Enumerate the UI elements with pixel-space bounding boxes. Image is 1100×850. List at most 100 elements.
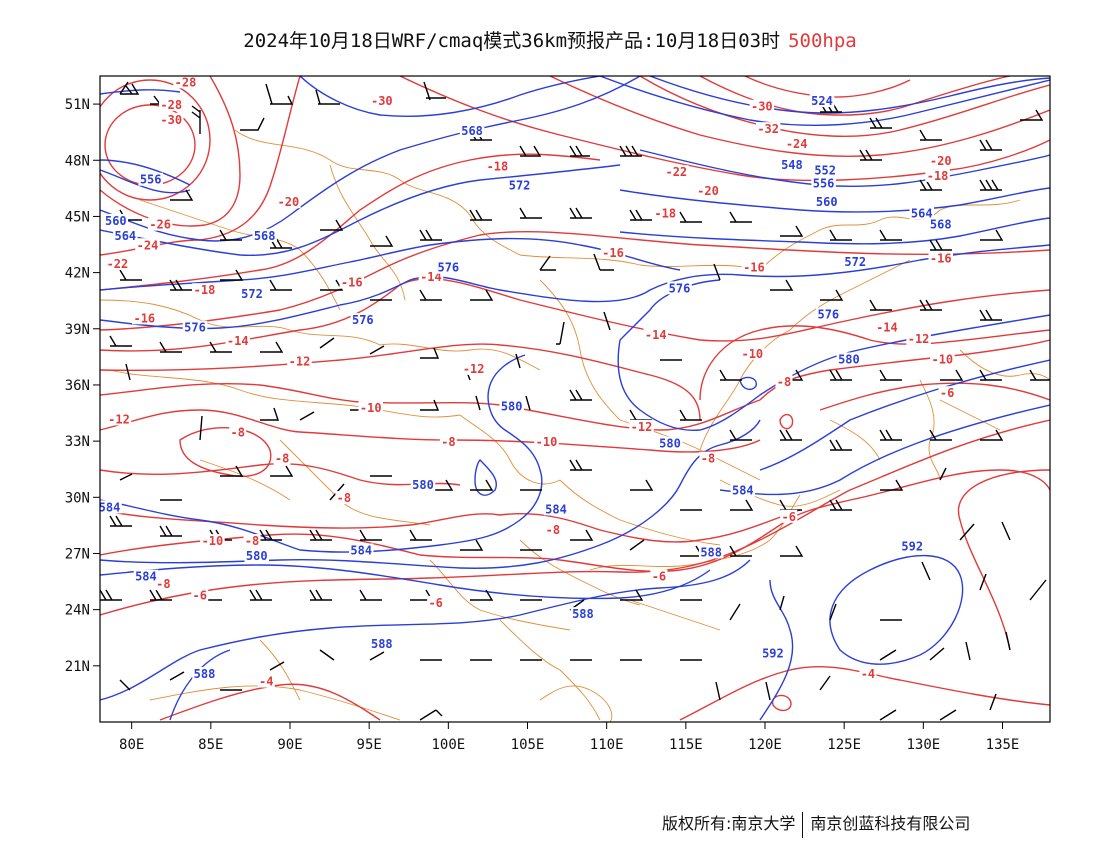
copyright-company: 南京创蓝科技有限公司 (810, 814, 971, 833)
temperature-contour-label-bg (335, 491, 353, 505)
x-tick-label: 135E (986, 737, 1020, 753)
temperature-contour-label: -10 (360, 401, 382, 415)
height-contour-label: 580 (838, 352, 860, 366)
height-contour-label: 588 (194, 667, 216, 681)
height-contour-label: 584 (350, 543, 372, 557)
temperature-contour-label-bg (695, 183, 721, 197)
temperature-contour-label-bg (629, 419, 654, 433)
height-contour-label: 584 (545, 502, 567, 516)
temperature-contour-label-bg (664, 165, 689, 179)
temperature-contour-label-bg (938, 386, 956, 400)
height-contour-label-bg (760, 646, 786, 660)
temperature-contour-label-bg (755, 122, 781, 136)
height-contour-label-bg (809, 94, 835, 108)
temperature-contour-label: -12 (463, 362, 485, 376)
x-axis: 80E 85E 90E 95E 100E 105E 110E 115E 120E 125E 130E… (119, 722, 1019, 753)
height-contour-label-bg (499, 399, 524, 413)
temperature-contour-label-bg (191, 588, 209, 602)
height-contour-label: 576 (184, 321, 206, 335)
temperature-labels: -28-28-30-30-18-20-26-24-22-18-16-16 -14-… (101, 75, 956, 689)
temperature-contour-label: -20 (697, 184, 719, 198)
height-contour-label-bg (100, 500, 122, 514)
height-contour-label-bg (459, 124, 485, 138)
height-contour-label: 560 (105, 214, 127, 228)
height-contour-label: 576 (437, 261, 459, 275)
temperature-contour-label: -6 (652, 570, 666, 584)
height-contour-label-bg (192, 667, 217, 681)
temperature-contour-label: -28 (175, 75, 197, 89)
temperature-contour-label: -8 (546, 523, 560, 537)
temperature-contour-label-bg (784, 137, 809, 151)
temperature-contour-label: -12 (631, 420, 653, 434)
height-contour-label: 548 (781, 158, 803, 172)
x-tick-label: 90E (277, 737, 302, 753)
height-contour-label: 584 (732, 484, 754, 498)
height-contour-label-bg (698, 545, 724, 559)
temperature-contour-label-bg (135, 238, 160, 252)
temperature-contour-label: -6 (193, 588, 207, 602)
x-tick-label: 130E (906, 737, 940, 753)
height-contour-label-bg (900, 539, 925, 553)
temperature-contour-label-bg (544, 522, 562, 536)
temperature-contour-label-bg (874, 320, 900, 334)
temperature-contour-label-bg (192, 283, 217, 297)
height-contour-label-bg (103, 213, 129, 227)
temperature-contour-label: -10 (536, 435, 558, 449)
temperature-contour-label-bg (740, 346, 765, 360)
temperature-contour-label-bg (928, 154, 953, 168)
height-contour-label-bg (543, 502, 569, 516)
title-main: 2024年10月18日WRF/cmaq模式36km预报产品:10月18日03时 (243, 30, 781, 52)
temperature-contour-label: -8 (156, 577, 170, 591)
x-tick-label: 95E (357, 737, 382, 753)
height-contour-label-bg (657, 436, 683, 450)
copyright-footer: 版权所有:南京大学 南京创蓝科技有限公司 (662, 810, 970, 838)
map-plot-area: -28-28-30-30-18-20-26-24-22-18-16-16 -14-… (100, 75, 1050, 722)
temperature-contour-label: -32 (757, 122, 779, 136)
height-contour-label-bg (182, 320, 208, 334)
y-tick-label: 33N (65, 434, 90, 450)
temperature-contour-label: -22 (665, 165, 687, 179)
height-contour-label: 580 (501, 399, 523, 413)
temperature-contour-label-bg (173, 76, 198, 89)
y-tick-label: 36N (65, 378, 90, 394)
temperature-contour-label: -16 (930, 251, 952, 265)
height-contour-label: 556 (140, 173, 162, 187)
height-contour-label-bg (836, 352, 862, 366)
temperature-contour-label: -30 (160, 113, 182, 127)
temperature-contour-label-bg (369, 94, 395, 108)
height-contour-label: 576 (669, 281, 691, 295)
temperature-contour-label: -18 (927, 169, 949, 183)
height-contour-label-bg (811, 176, 836, 190)
height-contour-label: 568 (254, 229, 276, 243)
height-contour-label: 560 (816, 195, 838, 209)
y-axis: 51N 48N 45N 42N 39N 36N 33N 30N 27N 24N 21N (65, 97, 100, 675)
temperature-contour-label-bg (925, 168, 950, 182)
temperature-contour-label: -4 (259, 675, 273, 689)
temperature-contour-label-bg (650, 569, 668, 583)
temperature-contour-label: -14 (645, 328, 667, 342)
height-contour-label-bg (570, 607, 596, 621)
height-contour-label-bg (816, 307, 841, 321)
wind-barbs (100, 81, 1050, 721)
temperature-contour-label: -26 (149, 218, 171, 232)
title-level: 500hpa (788, 30, 857, 52)
temperature-contour-label: -24 (786, 137, 808, 151)
temperature-contour-label-bg (749, 99, 775, 113)
temperature-contour-label: -14 (876, 321, 898, 335)
temperature-contour-label: -12 (908, 332, 930, 346)
height-contour-label: 572 (509, 178, 531, 192)
temperature-contour-label-bg (229, 425, 247, 439)
height-contour-label: 580 (412, 478, 434, 492)
temperature-contour-label-bg (106, 412, 132, 426)
height-contour-label-bg (667, 281, 692, 295)
temperature-contour-label: -16 (743, 261, 765, 275)
height-contour-label-bg (244, 549, 269, 563)
height-contour-label: 552 (814, 163, 836, 177)
x-tick-label: 125E (827, 737, 861, 753)
height-contour-label-bg (138, 172, 163, 186)
temperature-contour-label: -24 (137, 238, 159, 252)
temperature-contour-label-bg (600, 245, 626, 259)
map-title: 2024年10月18日WRF/cmaq模式36km预报产品:10月18日03时 5… (0, 26, 1100, 53)
temperature-contour-label-bg (257, 674, 275, 688)
